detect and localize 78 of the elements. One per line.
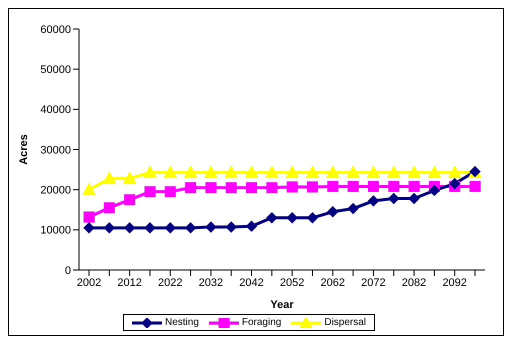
point bbox=[226, 182, 237, 194]
point bbox=[368, 195, 379, 206]
point bbox=[205, 222, 216, 233]
point bbox=[266, 212, 278, 224]
point bbox=[408, 193, 420, 204]
point bbox=[348, 203, 359, 214]
point bbox=[104, 202, 115, 214]
point bbox=[388, 193, 400, 204]
point bbox=[164, 186, 176, 198]
point bbox=[266, 182, 278, 194]
point bbox=[164, 166, 177, 178]
point bbox=[185, 182, 196, 194]
point bbox=[408, 180, 420, 192]
point bbox=[124, 194, 136, 206]
x-tick-label: 2022 bbox=[158, 276, 183, 289]
point bbox=[246, 182, 258, 194]
point bbox=[286, 181, 298, 192]
point bbox=[366, 166, 380, 178]
x-tick-label: 2002 bbox=[76, 276, 102, 289]
point bbox=[144, 186, 156, 198]
point bbox=[84, 211, 94, 222]
legend-label: Nesting bbox=[164, 317, 199, 328]
point bbox=[348, 180, 359, 192]
point bbox=[265, 166, 278, 178]
point bbox=[306, 181, 318, 192]
point bbox=[84, 222, 94, 234]
point bbox=[164, 222, 176, 234]
x-tick-label: 2082 bbox=[402, 276, 426, 289]
y-tick-label: 50000 bbox=[40, 64, 71, 76]
y-axis-title: Acres bbox=[18, 134, 30, 165]
point bbox=[326, 166, 340, 178]
y-tick-label: 60000 bbox=[40, 24, 71, 36]
x-tick-label: 2012 bbox=[117, 276, 142, 289]
x-tick-label: 2072 bbox=[361, 276, 386, 289]
point bbox=[104, 222, 115, 234]
point bbox=[123, 172, 136, 184]
point bbox=[204, 166, 218, 178]
y-tick-label: 30000 bbox=[40, 144, 71, 156]
point bbox=[82, 183, 96, 196]
point bbox=[184, 166, 198, 178]
point bbox=[388, 180, 400, 192]
point bbox=[448, 166, 462, 178]
legend-label: Dispersal bbox=[324, 317, 366, 328]
point bbox=[124, 222, 136, 234]
y-tick-label: 10000 bbox=[40, 224, 71, 237]
point bbox=[143, 166, 156, 178]
x-tick-label: 2032 bbox=[198, 276, 224, 289]
point bbox=[428, 166, 441, 178]
point bbox=[368, 180, 379, 192]
point bbox=[387, 166, 400, 178]
y-tick-label: 0 bbox=[64, 264, 71, 277]
point bbox=[306, 212, 318, 224]
point bbox=[205, 182, 216, 194]
point bbox=[226, 222, 237, 233]
point bbox=[449, 178, 460, 190]
x-tick-label: 2062 bbox=[320, 276, 346, 289]
x-tick-label: 2052 bbox=[280, 276, 304, 289]
y-tick-label: 40000 bbox=[40, 104, 71, 116]
x-axis-title: Year bbox=[270, 299, 294, 311]
point bbox=[246, 220, 258, 232]
legend-label: Foraging bbox=[242, 317, 282, 328]
point bbox=[144, 222, 156, 234]
point bbox=[306, 166, 319, 178]
point bbox=[224, 166, 238, 178]
point bbox=[327, 206, 338, 218]
point bbox=[346, 166, 360, 178]
x-tick-label: 2092 bbox=[442, 276, 467, 289]
point bbox=[286, 212, 298, 224]
point bbox=[408, 166, 421, 178]
y-tick-label: 20000 bbox=[40, 184, 71, 197]
point bbox=[286, 166, 299, 178]
point bbox=[185, 222, 196, 234]
point bbox=[470, 180, 480, 192]
point bbox=[327, 180, 338, 192]
x-tick-label: 2042 bbox=[239, 276, 264, 289]
point bbox=[102, 172, 116, 184]
point bbox=[428, 184, 440, 196]
point bbox=[245, 166, 258, 178]
